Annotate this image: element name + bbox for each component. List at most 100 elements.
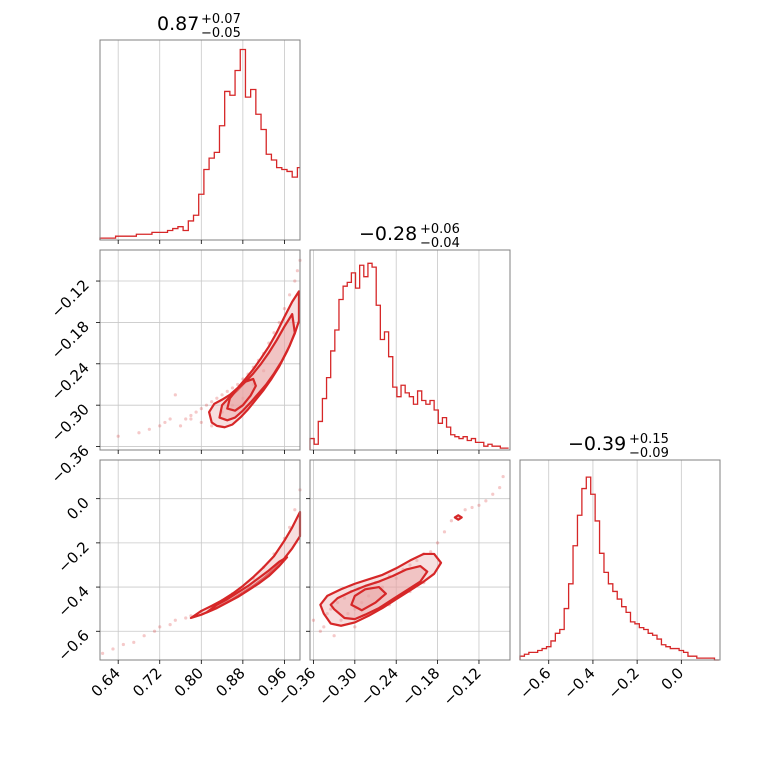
scatter-p2-p0-point-7 <box>168 623 172 627</box>
hist-p2-histogram <box>519 476 719 661</box>
scatter-p1-p0-ytick-label-0: −0.36 <box>48 442 93 487</box>
scatter-p1-p0-contour-2 <box>226 377 257 412</box>
scatter-p2-p0-point-20 <box>288 525 292 530</box>
scatter-p2-p0-xtick-label-2: 0.80 <box>171 664 207 700</box>
scatter-p1-p0-point-34 <box>210 424 214 428</box>
title-p1: −0.28 +0.06 −0.04 <box>359 222 460 251</box>
scatter-p1-p0-point-25 <box>277 320 281 325</box>
tick-layer: −0.36−0.30−0.24−0.18−0.120.64 0.72 0.80 0.8… <box>48 240 687 709</box>
scatter-p2-p1-point-30 <box>477 503 481 507</box>
scatter-p1-p0-point-14 <box>220 393 224 397</box>
scatter-p2-p0-point-9 <box>184 616 188 620</box>
scatter-p2-p1-xtick-label-1: −0.30 <box>315 664 360 709</box>
scatter-p2-p1-point-13 <box>360 600 364 605</box>
scatter-p1-p0-point-31 <box>173 393 177 397</box>
scatter-p2-p1-point-2 <box>322 625 326 629</box>
scatter-p1-p0-ytick-label-3: −0.18 <box>48 318 93 363</box>
scatter-p2-p0-frame <box>99 459 301 661</box>
scatter-p1-p0-point-2 <box>147 427 151 431</box>
scatter-p2-p0-point-2 <box>121 642 125 647</box>
scatter-p1-p0-point-0 <box>116 434 120 438</box>
scatter-p2-p0-xtick-label-3: 0.88 <box>212 664 248 700</box>
scatter-p2-p1-point-3 <box>325 611 329 616</box>
scatter-p2-p0-point-3 <box>132 640 136 644</box>
scatter-p2-p1-frame <box>309 459 511 661</box>
hist-p0-frame <box>99 39 301 241</box>
scatter-p2-p0-ytick-label-0: 0.0 <box>63 494 93 524</box>
scatter-p1-p0-point-8 <box>189 413 193 418</box>
scatter-p2-p1-point-5 <box>332 634 336 638</box>
scatter-p2-p1-point-7 <box>339 618 343 622</box>
title-p0-plus: +0.07 <box>201 12 241 27</box>
scatter-p2-p1-point-8 <box>342 596 347 600</box>
scatter-p2-p1-point-28 <box>463 508 467 512</box>
scatter-p1-p0-point-1 <box>137 431 141 435</box>
scatter-p2-p1-point-25 <box>442 530 447 534</box>
scatter-p2-p1-xtick-label-4: −0.12 <box>440 664 485 709</box>
hist-p1-frame <box>309 249 511 451</box>
title-p2-main: −0.39 <box>568 433 626 455</box>
scatter-p1-p0-point-3 <box>158 424 162 428</box>
scatter-p1-p0-point-16 <box>230 386 235 390</box>
scatter-p2-p1-point-33 <box>498 486 502 490</box>
scatter-p2-p1-xtick-label-3: −0.18 <box>398 664 443 709</box>
scatter-p2-p1-point-34 <box>501 474 505 479</box>
scatter-p2-p0-point-1 <box>111 647 115 651</box>
scatter-p2-p0-point-21 <box>293 508 297 512</box>
title-p2-minus: −0.09 <box>629 446 669 461</box>
hist-p2-xtick-label-0: −0.6 <box>516 664 554 702</box>
scatter-p1-p0-point-4 <box>163 420 167 425</box>
frame-layer <box>99 39 721 661</box>
scatter-p2-p0-ytick-label-3: −0.6 <box>54 626 92 664</box>
scatter-p2-p0-contour-1 <box>205 556 289 614</box>
scatter-p2-p0-ytick-label-1: −0.2 <box>54 538 92 576</box>
scatter-p2-p1-xtick-label-2: −0.24 <box>357 664 402 709</box>
hist-p0-histogram <box>99 48 300 240</box>
grid-layer <box>100 40 682 660</box>
data-layer <box>99 48 719 661</box>
title-p1-plus: +0.06 <box>420 222 460 237</box>
scatter-p1-p0-ytick-label-2: −0.24 <box>48 359 93 404</box>
scatter-p2-p1-point-23 <box>429 550 433 554</box>
scatter-p2-p0-contour-0 <box>189 510 302 620</box>
scatter-p2-p1-point-18 <box>394 576 398 580</box>
scatter-p2-p1-contour-2 <box>350 585 387 612</box>
scatter-p1-p0-point-24 <box>272 331 276 335</box>
scatter-p1-p0-frame <box>99 249 301 451</box>
scatter-p1-p0-point-26 <box>282 307 287 311</box>
scatter-p1-p0-point-29 <box>295 269 300 273</box>
hist-p1-histogram <box>309 262 509 450</box>
scatter-p2-p1-point-21 <box>415 558 419 563</box>
scatter-p1-p0-ytick-label-4: −0.12 <box>48 276 93 321</box>
scatter-p2-p0-point-4 <box>142 634 146 638</box>
scatter-p2-p1-point-20 <box>408 563 412 567</box>
scatter-p1-p0-point-7 <box>184 417 188 421</box>
scatter-p1-p0-point-15 <box>225 389 229 393</box>
title-p0-main: 0.87 <box>157 13 199 35</box>
scatter-p2-p1-point-16 <box>380 585 385 589</box>
hist-p2-frame <box>519 459 721 661</box>
title-p0-minus: −0.05 <box>201 26 241 41</box>
scatter-p2-p0-ytick-label-2: −0.4 <box>54 582 92 620</box>
scatter-p2-p1-point-31 <box>484 499 488 503</box>
scatter-p2-p1-point-1 <box>318 629 322 633</box>
title-p1-main: −0.28 <box>359 223 417 245</box>
scatter-p2-p1-point-26 <box>449 519 453 523</box>
scatter-p1-p0-point-5 <box>168 417 172 421</box>
scatter-p2-p1-contour-3 <box>453 514 463 521</box>
scatter-p2-p1-point-35 <box>353 625 357 629</box>
scatter-p1-p0-point-10 <box>199 407 203 411</box>
scatter-p2-p0-point-0 <box>100 651 105 655</box>
scatter-p2-p1-point-4 <box>329 607 333 611</box>
scatter-p2-p1-point-32 <box>491 492 495 496</box>
hist-p2-xtick-label-1: −0.4 <box>560 664 598 702</box>
scatter-p2-p0-point-6 <box>158 625 162 629</box>
scatter-p1-p0-point-36 <box>230 403 235 407</box>
scatter-p1-p0-point-17 <box>236 382 240 387</box>
scatter-p2-p1-point-6 <box>335 600 340 605</box>
scatter-p2-p1-point-0 <box>311 618 316 622</box>
hist-p2-xtick-label-2: −0.2 <box>604 664 642 702</box>
title-p0: 0.87 +0.07 −0.05 <box>157 12 241 41</box>
scatter-p1-p0-ytick-label-1: −0.30 <box>48 400 93 445</box>
scatter-p1-p0-point-33 <box>199 420 203 425</box>
